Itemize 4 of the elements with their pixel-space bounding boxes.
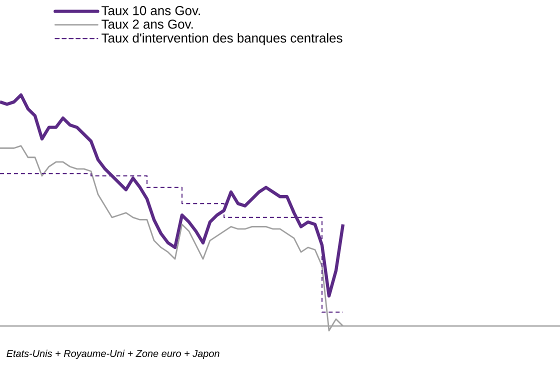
legend-label: Taux d'intervention des banques centrales — [102, 33, 342, 46]
text: Etats-Unis + Royaume-Uni + Zone euro + Japon — [6, 350, 220, 360]
legend-label: Taux 2 ans Gov. — [102, 20, 193, 29]
legend-label: Taux 10 ans Gov. — [102, 6, 200, 16]
